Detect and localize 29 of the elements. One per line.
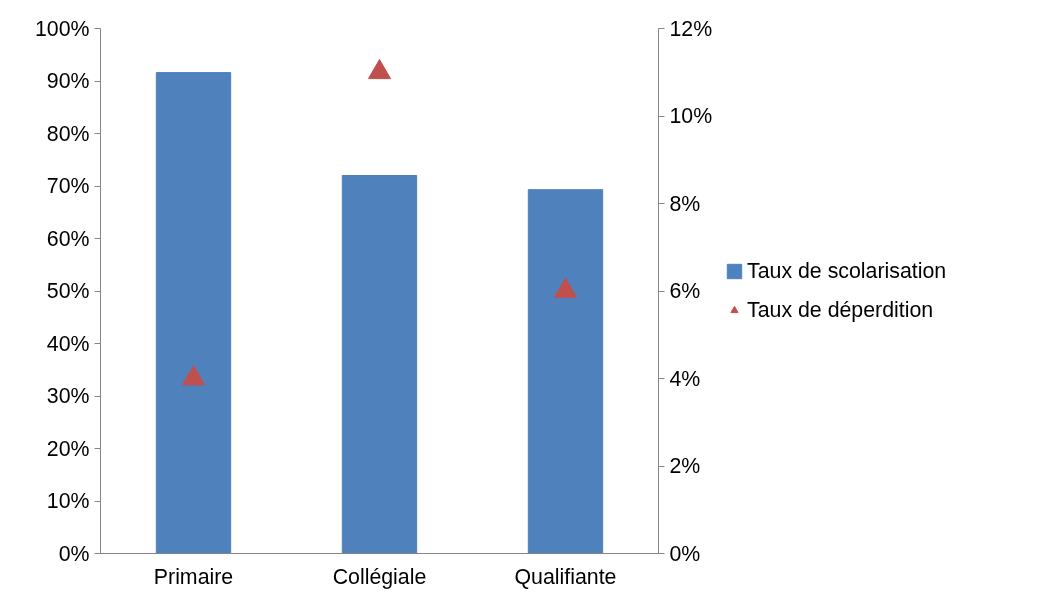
y2-tick-label: 10% xyxy=(669,104,713,128)
point xyxy=(368,59,391,80)
point xyxy=(182,365,205,386)
y-tick-label: 30% xyxy=(46,384,90,408)
y-tick-label: 0% xyxy=(58,541,90,566)
y-tick-label: 10% xyxy=(46,489,90,513)
x-tick-label: Collégiale xyxy=(332,564,427,589)
y2-tick-label: 0% xyxy=(669,541,701,566)
legend-label: Taux de scolarisation xyxy=(747,258,947,284)
y-tick-label: 60% xyxy=(46,226,90,251)
y2-tick-label: 6% xyxy=(669,279,701,303)
bar xyxy=(341,175,418,554)
x-tick-label: Primaire xyxy=(153,564,234,589)
bar xyxy=(155,72,232,554)
y2-tick-label: 2% xyxy=(669,454,701,478)
y-tick-label: 20% xyxy=(46,436,90,461)
y-tick-label: 70% xyxy=(46,174,90,198)
y2-tick-label: 12% xyxy=(669,16,713,41)
y2-tick-label: 8% xyxy=(669,191,701,216)
y-tick-label: 50% xyxy=(46,279,90,303)
y-tick-label: 100% xyxy=(34,16,90,41)
y-tick-label: 40% xyxy=(46,331,90,356)
bar xyxy=(527,189,604,554)
y2-tick-label: 4% xyxy=(669,366,701,391)
y-tick-label: 90% xyxy=(46,69,90,93)
y-tick-label: 80% xyxy=(46,121,90,146)
legend-label: Taux de déperdition xyxy=(747,297,934,323)
x-tick-label: Qualifiante xyxy=(514,564,617,589)
point xyxy=(554,277,577,298)
